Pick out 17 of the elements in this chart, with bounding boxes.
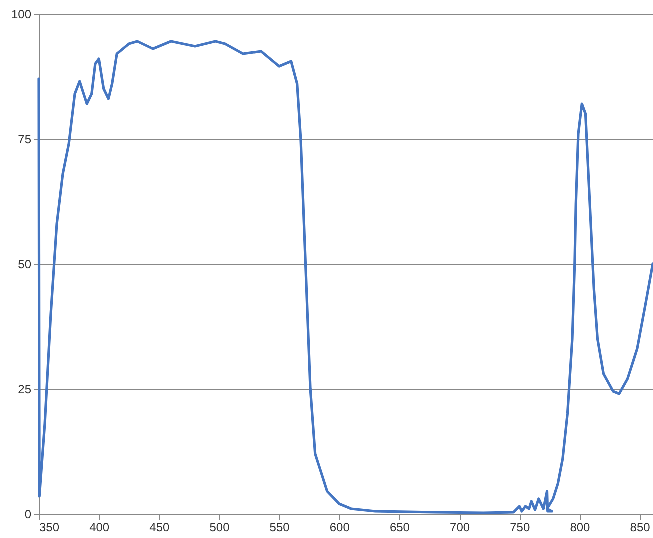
y-tick-label: 25 — [18, 382, 32, 396]
y-tick-label: 50 — [18, 258, 32, 272]
x-tick-label: 600 — [330, 520, 350, 534]
x-tick-label: 350 — [40, 520, 60, 534]
x-tick-label: 750 — [510, 520, 530, 534]
x-tick-label: 850 — [630, 520, 651, 534]
x-tick-label: 400 — [90, 520, 110, 534]
x-tick-label: 700 — [450, 520, 470, 534]
x-tick-label: 550 — [270, 520, 290, 534]
x-tick-label: 800 — [570, 520, 591, 534]
x-tick-label: 450 — [150, 520, 170, 534]
y-tick-label: 75 — [18, 132, 32, 146]
y-tick-label: 0 — [24, 508, 32, 522]
line-series — [38, 40, 653, 514]
x-tick-label: 500 — [210, 520, 230, 534]
y-tick-label: 100 — [11, 8, 32, 22]
x-tick-label: 650 — [390, 520, 410, 534]
